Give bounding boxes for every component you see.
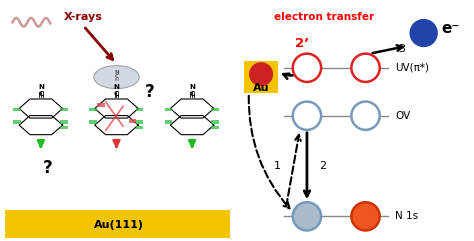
Ellipse shape: [249, 62, 273, 86]
FancyBboxPatch shape: [13, 120, 21, 124]
FancyBboxPatch shape: [60, 126, 68, 129]
FancyBboxPatch shape: [164, 120, 172, 124]
Text: S: S: [38, 139, 43, 145]
FancyBboxPatch shape: [164, 107, 172, 111]
Text: S: S: [190, 139, 195, 145]
Text: 2: 2: [319, 161, 326, 171]
Text: C: C: [115, 74, 118, 79]
Ellipse shape: [293, 54, 321, 82]
Ellipse shape: [351, 101, 380, 130]
FancyBboxPatch shape: [13, 107, 21, 111]
FancyBboxPatch shape: [211, 107, 219, 111]
FancyBboxPatch shape: [244, 60, 278, 93]
Text: N: N: [114, 84, 119, 90]
Text: OV: OV: [395, 111, 410, 121]
FancyBboxPatch shape: [60, 120, 68, 124]
FancyBboxPatch shape: [97, 103, 105, 107]
Text: ?: ?: [43, 160, 53, 177]
FancyBboxPatch shape: [136, 126, 144, 129]
Text: N: N: [189, 84, 195, 90]
FancyBboxPatch shape: [136, 107, 144, 111]
Text: Au(111): Au(111): [94, 221, 144, 230]
Text: N: N: [114, 70, 119, 75]
Text: S: S: [114, 139, 119, 145]
FancyBboxPatch shape: [136, 120, 144, 124]
Ellipse shape: [351, 54, 380, 82]
Text: electron transfer: electron transfer: [274, 13, 374, 22]
FancyBboxPatch shape: [129, 119, 137, 123]
FancyBboxPatch shape: [211, 120, 219, 124]
Text: 2’: 2’: [295, 37, 310, 50]
Text: C: C: [190, 91, 195, 97]
Circle shape: [94, 66, 139, 89]
Text: C: C: [114, 91, 119, 97]
Text: C: C: [38, 91, 44, 97]
Ellipse shape: [293, 101, 321, 130]
FancyBboxPatch shape: [89, 120, 97, 124]
FancyBboxPatch shape: [211, 126, 219, 129]
Text: e⁻: e⁻: [442, 21, 460, 36]
Ellipse shape: [351, 202, 380, 230]
Ellipse shape: [293, 202, 321, 230]
Text: Au: Au: [253, 83, 269, 93]
FancyBboxPatch shape: [89, 107, 97, 111]
Text: N 1s: N 1s: [395, 211, 419, 221]
Text: ?: ?: [145, 83, 155, 101]
FancyBboxPatch shape: [5, 210, 230, 238]
Text: N: N: [38, 84, 44, 90]
Text: X-rays: X-rays: [64, 13, 103, 22]
Text: UV(π*): UV(π*): [395, 63, 429, 73]
Ellipse shape: [410, 19, 438, 47]
Text: 3: 3: [398, 44, 405, 54]
FancyBboxPatch shape: [60, 107, 68, 111]
Text: 1: 1: [274, 161, 281, 171]
